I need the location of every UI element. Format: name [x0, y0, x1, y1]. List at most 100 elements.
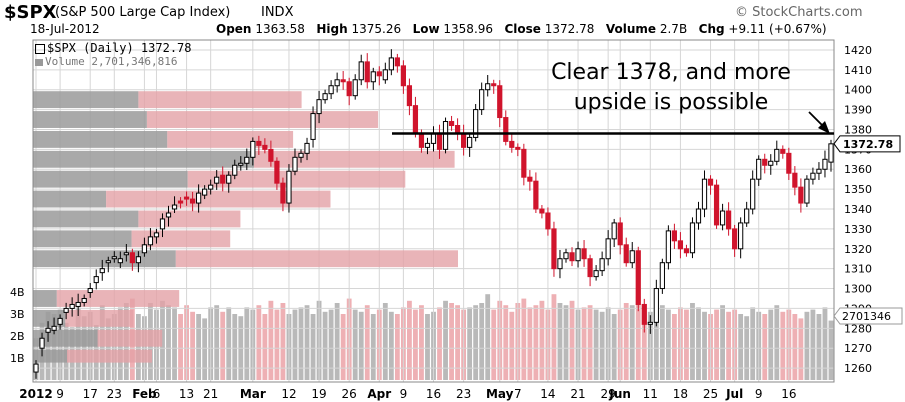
price-tick-label: 1360: [844, 163, 872, 176]
volume-bar: [382, 303, 388, 380]
candle-down: [262, 144, 268, 150]
candle-up: [316, 99, 322, 115]
vbp-up-segment: [33, 190, 107, 208]
chg-label: Chg: [698, 22, 725, 36]
vbp-down-segment: [97, 329, 163, 347]
vbp-down-segment: [167, 130, 294, 148]
date-tick-label: 6: [153, 387, 161, 401]
candle-down: [569, 252, 575, 262]
volume-bar: [768, 309, 774, 380]
volume-bar: [407, 300, 412, 380]
candle-up: [171, 204, 178, 210]
candle-down: [376, 71, 382, 77]
price-tick-label: 1350: [844, 183, 872, 196]
candle-up: [659, 262, 665, 290]
volume-bar: [268, 300, 274, 380]
candle-down: [545, 212, 551, 230]
volume-bar: [328, 309, 334, 380]
volume-bar: [551, 294, 557, 380]
candle-down: [539, 208, 545, 214]
candle-down: [394, 57, 400, 67]
candle-down: [448, 121, 455, 126]
candle-down: [725, 210, 732, 230]
volume-bar: [527, 307, 533, 380]
candle-down: [418, 132, 425, 148]
volume-bar: [822, 307, 828, 380]
candle-up: [701, 178, 708, 210]
volume-bar: [479, 303, 485, 380]
volume-bar: [491, 309, 497, 380]
vbp-down-segment: [106, 190, 331, 208]
candle-up: [593, 270, 599, 278]
date-tick-label: 9: [400, 387, 408, 401]
candle-up: [208, 184, 214, 190]
volume-bar: [449, 303, 454, 380]
candle-up: [69, 303, 75, 309]
candle-down: [521, 148, 527, 178]
volume-bar: [690, 303, 695, 380]
candle-down: [461, 132, 467, 148]
price-tick-label: 1280: [844, 322, 872, 335]
volume-bar: [828, 320, 834, 380]
candle-up: [750, 178, 756, 210]
candle-up: [57, 317, 63, 325]
candle-up: [244, 156, 250, 164]
volume-bar: [160, 300, 165, 380]
volume-bar: [635, 296, 641, 380]
volume-bar: [485, 294, 491, 380]
candle-down: [436, 132, 443, 150]
annotation-arrow-head: [818, 121, 830, 134]
candle-down: [762, 158, 768, 166]
candle-up: [744, 208, 750, 224]
candle-down: [491, 83, 497, 87]
volume-bar: [298, 307, 304, 380]
candle-down: [551, 228, 557, 270]
date-tick-label: 16: [781, 387, 796, 401]
vbp-up-segment: [33, 309, 66, 327]
volume-bar: [804, 311, 810, 380]
last-volume-tag: [833, 307, 903, 325]
volume-bar: [792, 314, 798, 380]
volume-bar: [750, 307, 756, 380]
volume-bar: [629, 305, 635, 380]
open-value: 1363.58: [255, 22, 305, 36]
volume-bar: [364, 305, 370, 380]
candle-up: [828, 143, 834, 163]
volume-bar: [738, 314, 744, 380]
candle-up: [226, 174, 232, 184]
candle-up: [75, 301, 81, 307]
date-tick-label: 9: [755, 387, 763, 401]
candle-up: [768, 160, 774, 166]
close-label: Close: [504, 22, 541, 36]
last-volume-label: 2701346: [842, 310, 891, 323]
candle-down: [268, 148, 274, 162]
vbp-down-segment: [254, 150, 455, 168]
vbp-up-segment: [33, 111, 147, 128]
candle-up: [430, 132, 437, 144]
volume-bar: [262, 314, 268, 380]
candle-down: [346, 81, 352, 97]
volume-bar: [51, 314, 57, 380]
volume-bar: [816, 314, 822, 380]
date-tick-label: 14: [540, 387, 555, 401]
candle-up: [165, 212, 172, 218]
candle-up: [424, 142, 431, 148]
candle-up: [665, 230, 671, 264]
volume-bar: [533, 305, 539, 380]
volume-bar: [419, 305, 424, 380]
volume-bar: [172, 307, 177, 380]
candle-down: [256, 140, 262, 146]
candle-up: [87, 288, 93, 294]
candle-down: [364, 61, 370, 83]
candle-up: [334, 79, 340, 87]
volume-bar: [641, 307, 647, 380]
overlay: 1372.78 2701346: [392, 111, 903, 325]
date-tick-label: 23: [456, 387, 471, 401]
volume-bar: [340, 314, 346, 380]
volume-bar: [581, 307, 587, 380]
price-tick-label: 1270: [844, 342, 872, 355]
candle-down: [707, 178, 714, 186]
vbp-up-segment: [33, 130, 168, 148]
vbp-up-segment: [33, 170, 188, 188]
price-legend-text: $SPX (Daily) 1372.78: [47, 41, 192, 55]
